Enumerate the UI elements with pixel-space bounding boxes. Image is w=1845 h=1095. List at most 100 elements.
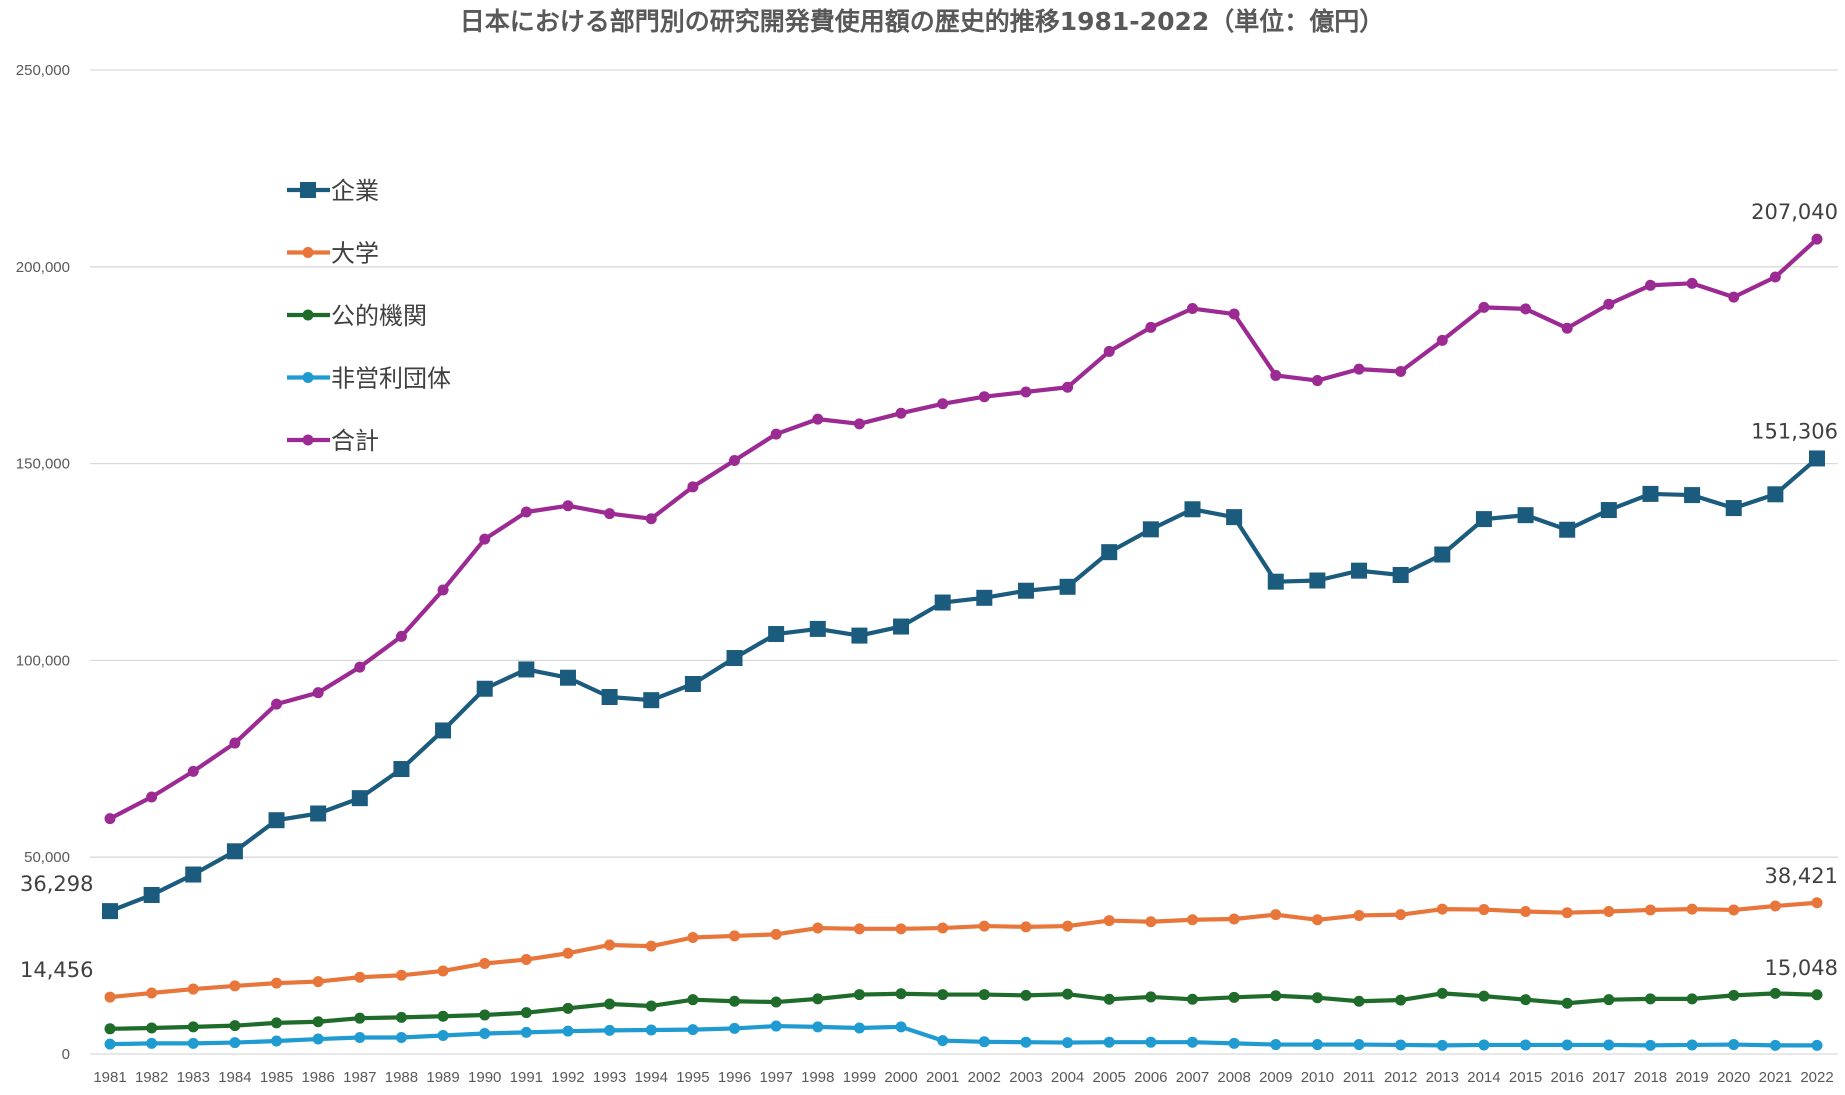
x-tick-label: 2005 <box>1093 1069 1126 1086</box>
x-tick-label: 2021 <box>1759 1069 1792 1086</box>
series-line <box>107 900 1820 1000</box>
data-point <box>1395 909 1407 921</box>
data-point <box>1436 903 1448 915</box>
data-point <box>812 922 824 934</box>
chart-title: 日本における部門別の研究開発費使用額の歴史的推移1981-2022（単位：億円） <box>460 7 1385 36</box>
x-tick-label: 2018 <box>1634 1069 1667 1086</box>
series-2 <box>104 987 1823 1035</box>
data-point <box>187 1037 199 1049</box>
data-point <box>1228 1037 1240 1049</box>
data-label: 38,421 <box>1765 864 1838 888</box>
data-point <box>185 866 202 883</box>
legend-marker <box>302 434 314 446</box>
data-point <box>559 669 576 686</box>
x-tick-label: 1990 <box>468 1069 501 1086</box>
data-point <box>934 594 951 611</box>
data-point <box>604 508 616 520</box>
data-point <box>1728 291 1740 303</box>
x-tick-label: 1982 <box>135 1069 168 1086</box>
data-point <box>729 1022 741 1034</box>
x-tick-label: 2022 <box>1800 1069 1833 1086</box>
data-point <box>312 1016 324 1028</box>
data-point <box>687 481 699 493</box>
data-point <box>1142 521 1159 538</box>
data-point <box>937 1035 949 1047</box>
data-point <box>143 886 160 903</box>
data-point <box>1017 582 1034 599</box>
data-point <box>1270 369 1282 381</box>
data-point <box>1686 1039 1698 1051</box>
y-tick-label: 100,000 <box>16 652 70 669</box>
data-point <box>895 1021 907 1033</box>
x-tick-label: 2006 <box>1134 1069 1167 1086</box>
data-point <box>229 1037 241 1049</box>
data-point <box>1267 573 1284 590</box>
data-point <box>893 618 910 635</box>
legend-label: 合計 <box>331 427 379 455</box>
data-point <box>853 1022 865 1034</box>
legend-item: 大学 <box>287 240 379 268</box>
data-labels: 36,298 14,456 151,306 38,421 15,048 207,040 <box>20 200 1838 982</box>
data-point <box>1395 365 1407 377</box>
x-tick-label: 2000 <box>884 1069 917 1086</box>
data-point <box>520 954 532 966</box>
data-point <box>1184 501 1201 518</box>
data-point <box>937 922 949 934</box>
data-point <box>1475 511 1492 528</box>
x-tick-label: 2011 <box>1343 1069 1375 1086</box>
data-point <box>1478 1039 1490 1051</box>
data-point <box>1186 303 1198 315</box>
data-point <box>1644 279 1656 291</box>
data-point <box>1686 277 1698 289</box>
data-point <box>645 1024 657 1036</box>
data-point <box>645 940 657 952</box>
data-point <box>395 969 407 981</box>
data-point <box>187 765 199 777</box>
x-tick-label: 1999 <box>843 1069 876 1086</box>
data-point <box>1478 301 1490 313</box>
data-point <box>1561 1039 1573 1051</box>
data-point <box>395 1011 407 1023</box>
data-point <box>271 977 283 989</box>
data-point <box>1642 485 1659 502</box>
data-point <box>1559 521 1576 538</box>
data-point <box>1353 995 1365 1007</box>
data-point <box>1020 1036 1032 1048</box>
y-tick-label: 50,000 <box>24 849 70 866</box>
x-tick-label: 1991 <box>510 1069 543 1086</box>
data-point <box>1228 991 1240 1003</box>
data-point <box>479 533 491 545</box>
data-point <box>437 1010 449 1022</box>
data-point <box>1020 921 1032 933</box>
data-point <box>1353 1039 1365 1051</box>
x-tick-label: 2020 <box>1717 1069 1750 1086</box>
data-point <box>1436 987 1448 999</box>
data-point <box>104 813 116 825</box>
data-point <box>479 1009 491 1021</box>
data-point <box>1603 906 1615 918</box>
x-tick-label: 2003 <box>1009 1069 1042 1086</box>
data-point <box>1270 909 1282 921</box>
data-label: 151,306 <box>1751 419 1838 443</box>
data-point <box>1309 572 1326 589</box>
data-point <box>1603 994 1615 1006</box>
data-point <box>395 630 407 642</box>
data-point <box>809 620 826 637</box>
x-tick-label: 2004 <box>1051 1069 1084 1086</box>
data-point <box>895 407 907 419</box>
data-point <box>687 994 699 1006</box>
series-line <box>107 1023 1820 1048</box>
x-tick-label: 1989 <box>426 1069 459 1086</box>
legend-item: 企業 <box>287 177 379 205</box>
legend-label: 企業 <box>331 177 379 205</box>
data-point <box>1809 450 1825 467</box>
x-tick-label: 1996 <box>718 1069 751 1086</box>
data-point <box>729 995 741 1007</box>
series-line <box>107 991 1820 1031</box>
x-tick-label: 1987 <box>343 1069 376 1086</box>
x-tick-label: 1997 <box>759 1069 792 1086</box>
data-point <box>435 722 452 739</box>
data-point <box>1311 914 1323 926</box>
data-point <box>1436 1039 1448 1051</box>
data-point <box>1767 486 1784 503</box>
